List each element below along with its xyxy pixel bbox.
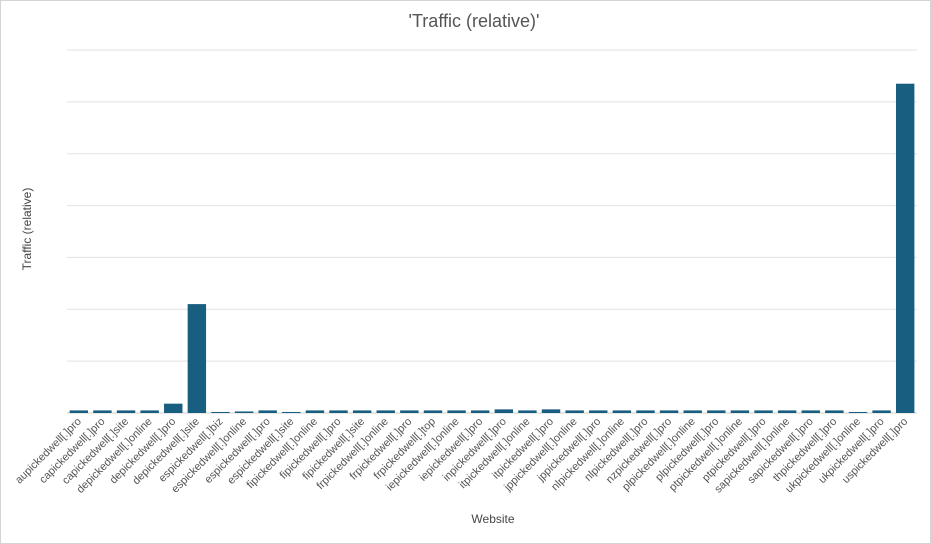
bar (116, 410, 136, 413)
bars (69, 83, 915, 413)
bar (518, 410, 537, 413)
bar (187, 304, 207, 413)
gridlines (67, 49, 917, 414)
bar (423, 410, 443, 413)
chart-title: 'Traffic (relative)' (409, 11, 540, 31)
bar (707, 410, 726, 413)
bar (659, 410, 679, 413)
bar (565, 410, 584, 413)
bar (494, 409, 514, 413)
bar (636, 410, 655, 413)
bar (801, 410, 820, 413)
bar (895, 83, 915, 413)
bar (376, 410, 395, 413)
bar (211, 411, 230, 413)
bar (825, 410, 844, 413)
y-axis-label: Traffic (relative) (20, 188, 34, 271)
bar (848, 411, 868, 413)
x-axis-label: Website (471, 512, 514, 526)
bar (234, 411, 254, 413)
bar (541, 409, 561, 413)
bar (164, 403, 183, 413)
x-tick-labels: aupickedwell[.]procapickedwell[.]procapi… (13, 416, 910, 496)
bar (683, 410, 702, 413)
bar (305, 410, 325, 413)
bar (777, 410, 797, 413)
bar (352, 410, 372, 413)
bar (329, 410, 348, 413)
bar (470, 410, 490, 413)
bar (754, 410, 773, 413)
bar (69, 410, 89, 413)
bar (258, 410, 277, 413)
bar (400, 410, 419, 413)
bar (93, 410, 112, 413)
bar (282, 411, 301, 413)
bar (612, 410, 632, 413)
bar (589, 410, 608, 413)
bar (140, 410, 159, 413)
bar (872, 410, 891, 413)
bar (447, 410, 466, 413)
bar (730, 410, 750, 413)
